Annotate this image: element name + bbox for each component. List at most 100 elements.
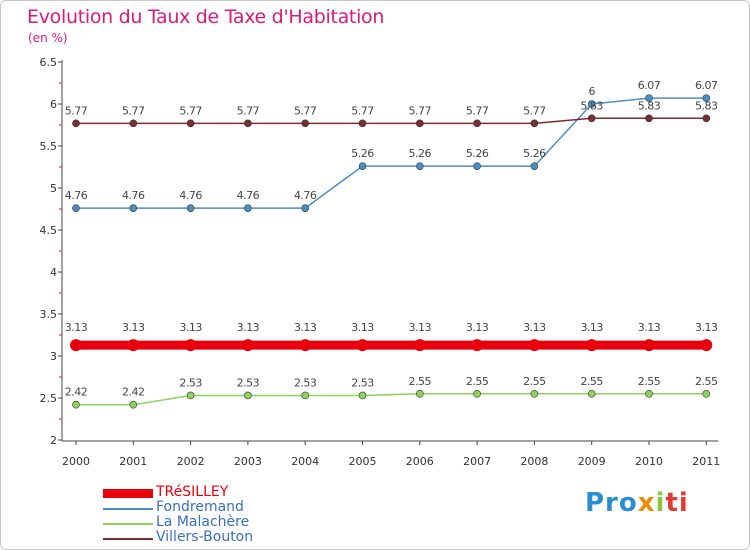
data-label-2-4: 2.53 [294, 376, 317, 389]
data-point-3-4 [301, 119, 310, 128]
data-point-2-3 [244, 391, 252, 400]
data-point-3-8 [530, 119, 539, 128]
logo-part-2: x [637, 488, 656, 518]
data-point-0-3 [241, 339, 254, 352]
data-label-3-4: 5.77 [294, 104, 317, 117]
data-point-3-9 [587, 114, 596, 123]
data-label-2-7: 2.55 [466, 375, 489, 388]
data-label-3-7: 5.77 [466, 104, 489, 117]
y-tick-label: 4.5 [40, 224, 58, 237]
data-label-3-9: 5.83 [580, 99, 603, 112]
data-label-3-10: 5.83 [638, 99, 661, 112]
data-label-2-3: 2.53 [237, 376, 260, 389]
y-tick-label: 2 [50, 434, 57, 447]
data-point-3-10 [645, 114, 653, 123]
data-point-0-0 [70, 339, 82, 352]
data-label-2-1: 2.42 [122, 386, 145, 399]
data-point-0-9 [585, 339, 598, 352]
data-point-2-9 [587, 389, 596, 398]
data-point-3-7 [473, 119, 481, 128]
data-point-0-10 [643, 339, 655, 352]
logo-part-3: i [655, 488, 666, 518]
data-point-1-1 [129, 204, 138, 212]
data-point-3-11 [702, 114, 711, 123]
data-point-0-1 [127, 339, 140, 352]
y-tick-label: 4 [50, 266, 57, 279]
data-label-3-2: 5.77 [179, 104, 202, 117]
data-label-0-0: 3.13 [65, 321, 88, 334]
legend-label-tresilley: TRéSILLEY [156, 484, 229, 500]
data-point-2-1 [129, 400, 138, 409]
data-label-0-6: 3.13 [409, 321, 432, 334]
x-tick-label: 2008 [520, 455, 548, 468]
data-point-0-11 [700, 339, 713, 352]
data-label-2-5: 2.53 [351, 376, 374, 389]
data-label-2-0: 2.42 [65, 386, 88, 399]
y-tick-label: 6 [50, 98, 57, 111]
logo-part-4: ti [665, 488, 689, 518]
legend-swatch-tresilley [103, 489, 153, 498]
data-label-1-8: 5.26 [523, 147, 546, 160]
x-tick-label: 2000 [62, 455, 90, 468]
data-point-2-6 [415, 389, 424, 398]
legend-label-villers-bouton: Villers-Bouton [156, 529, 254, 545]
data-label-1-6: 5.26 [409, 147, 432, 160]
data-label-3-6: 5.77 [409, 104, 432, 117]
data-label-3-11: 5.83 [695, 99, 718, 112]
data-point-0-7 [471, 339, 484, 352]
series-line-2 [76, 393, 707, 406]
proxiti-logo: Proxiti [585, 488, 689, 518]
data-label-2-6: 2.55 [409, 375, 432, 388]
data-label-1-7: 5.26 [466, 147, 489, 160]
data-point-0-8 [528, 339, 541, 352]
data-label-1-2: 4.76 [179, 189, 202, 202]
data-point-2-0 [72, 400, 80, 409]
data-label-3-0: 5.77 [65, 104, 88, 117]
data-point-1-6 [415, 162, 424, 170]
data-label-1-9: 6 [588, 85, 595, 98]
data-point-1-3 [244, 204, 252, 212]
data-label-0-7: 3.13 [466, 321, 489, 334]
data-label-1-4: 4.76 [294, 189, 317, 202]
x-tick-label: 2002 [177, 455, 205, 468]
legend-swatch-fondremand [103, 508, 153, 510]
data-label-2-11: 2.55 [695, 375, 718, 388]
data-point-3-0 [72, 119, 80, 128]
x-tick-label: 2001 [119, 455, 147, 468]
data-label-1-5: 5.26 [351, 147, 374, 160]
x-tick-label: 2010 [635, 455, 663, 468]
data-point-3-1 [129, 119, 138, 128]
data-label-1-1: 4.76 [122, 189, 145, 202]
data-label-0-1: 3.13 [122, 321, 145, 334]
data-point-1-11 [702, 94, 711, 102]
data-label-0-9: 3.13 [580, 321, 603, 334]
data-point-0-2 [184, 339, 197, 352]
logo-part-1: Pro [585, 488, 638, 518]
data-point-1-5 [358, 162, 367, 170]
data-label-1-3: 4.76 [237, 189, 260, 202]
y-tick-label: 5.5 [40, 140, 58, 153]
legend-swatch-la-malachere [103, 523, 153, 525]
data-label-2-2: 2.53 [179, 376, 202, 389]
data-point-2-5 [358, 391, 367, 400]
x-tick-label: 2003 [234, 455, 262, 468]
data-point-2-7 [473, 389, 481, 398]
data-label-3-3: 5.77 [237, 104, 260, 117]
data-label-1-10: 6.07 [638, 79, 661, 92]
data-point-2-2 [186, 391, 195, 400]
data-point-2-11 [702, 389, 711, 398]
data-label-0-11: 3.13 [695, 321, 718, 334]
data-label-0-4: 3.13 [294, 321, 317, 334]
data-point-3-3 [244, 119, 252, 128]
data-label-1-0: 4.76 [65, 189, 88, 202]
data-label-1-11: 6.07 [695, 79, 718, 92]
data-point-1-9 [587, 100, 596, 108]
data-label-0-8: 3.13 [523, 321, 546, 334]
data-point-0-6 [413, 339, 426, 352]
data-point-3-5 [358, 119, 367, 128]
data-label-2-8: 2.55 [523, 375, 546, 388]
data-label-0-3: 3.13 [237, 321, 260, 334]
y-tick-label: 3 [50, 350, 57, 363]
